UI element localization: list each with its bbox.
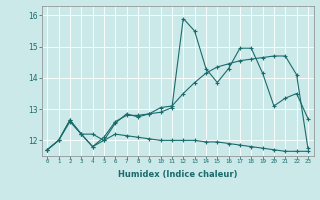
X-axis label: Humidex (Indice chaleur): Humidex (Indice chaleur) — [118, 170, 237, 179]
